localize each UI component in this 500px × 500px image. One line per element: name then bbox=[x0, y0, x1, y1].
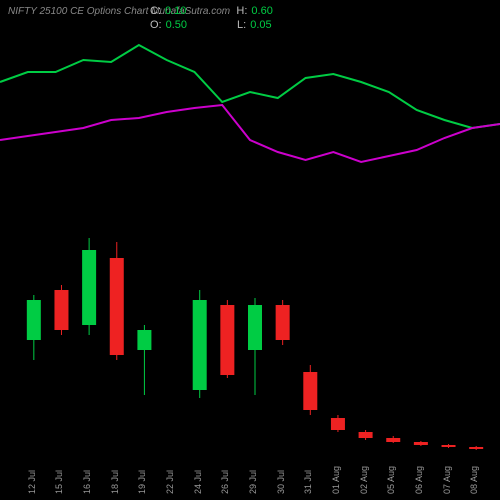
value-l: 0.05 bbox=[250, 18, 271, 32]
x-axis-label: 24 Jul bbox=[193, 470, 203, 494]
x-axis-label: 01 Aug bbox=[331, 466, 341, 494]
candle-body bbox=[359, 432, 373, 438]
candle-body bbox=[331, 418, 345, 430]
candle-body bbox=[27, 300, 41, 340]
chart-container: NIFTY 25100 CE Options Chart MunafaSutra… bbox=[0, 0, 500, 500]
x-axis-label: 08 Aug bbox=[469, 466, 479, 494]
label-o: O: bbox=[150, 18, 162, 32]
x-axis-label: 18 Jul bbox=[110, 470, 120, 494]
value-c: 0.10 bbox=[165, 4, 186, 18]
x-axis-label: 22 Jul bbox=[165, 470, 175, 494]
ohlc-info: C: 0.10 H: 0.60 O: 0.50 L: 0.05 bbox=[150, 4, 273, 32]
green-line bbox=[0, 45, 500, 128]
candle-body bbox=[54, 290, 68, 330]
x-axis-label: 12 Jul bbox=[27, 470, 37, 494]
candle-body bbox=[276, 305, 290, 340]
candle-body bbox=[248, 305, 262, 350]
candle-body bbox=[220, 305, 234, 375]
x-axis-label: 15 Jul bbox=[54, 470, 64, 494]
value-h: 0.60 bbox=[251, 4, 272, 18]
label-l: L: bbox=[237, 18, 246, 32]
x-axis-label: 16 Jul bbox=[82, 470, 92, 494]
candle-body bbox=[442, 445, 456, 447]
candle-body bbox=[193, 300, 207, 390]
x-axis-labels: 12 Jul 15 Jul 16 Jul 18 Jul 19 Jul 22 Jul 24 J… bbox=[0, 454, 500, 494]
x-axis-label: 05 Aug bbox=[386, 466, 396, 494]
label-c: C: bbox=[150, 4, 161, 18]
candle-body bbox=[82, 250, 96, 325]
candle-body bbox=[303, 372, 317, 410]
x-axis-label: 30 Jul bbox=[276, 470, 286, 494]
candle-body bbox=[137, 330, 151, 350]
x-axis-label: 19 Jul bbox=[137, 470, 147, 494]
candle-body bbox=[386, 438, 400, 442]
x-axis-label: 06 Aug bbox=[414, 466, 424, 494]
candle-body bbox=[414, 442, 428, 445]
candle-body bbox=[110, 258, 124, 355]
x-axis-label: 07 Aug bbox=[442, 466, 452, 494]
chart-svg bbox=[0, 0, 500, 500]
x-axis-label: 02 Aug bbox=[359, 466, 369, 494]
value-o: 0.50 bbox=[166, 18, 187, 32]
x-axis-label: 31 Jul bbox=[303, 470, 313, 494]
x-axis-label: 26 Jul bbox=[220, 470, 230, 494]
x-axis-label: 29 Jul bbox=[248, 470, 258, 494]
candle-body bbox=[469, 447, 483, 449]
label-h: H: bbox=[236, 4, 247, 18]
